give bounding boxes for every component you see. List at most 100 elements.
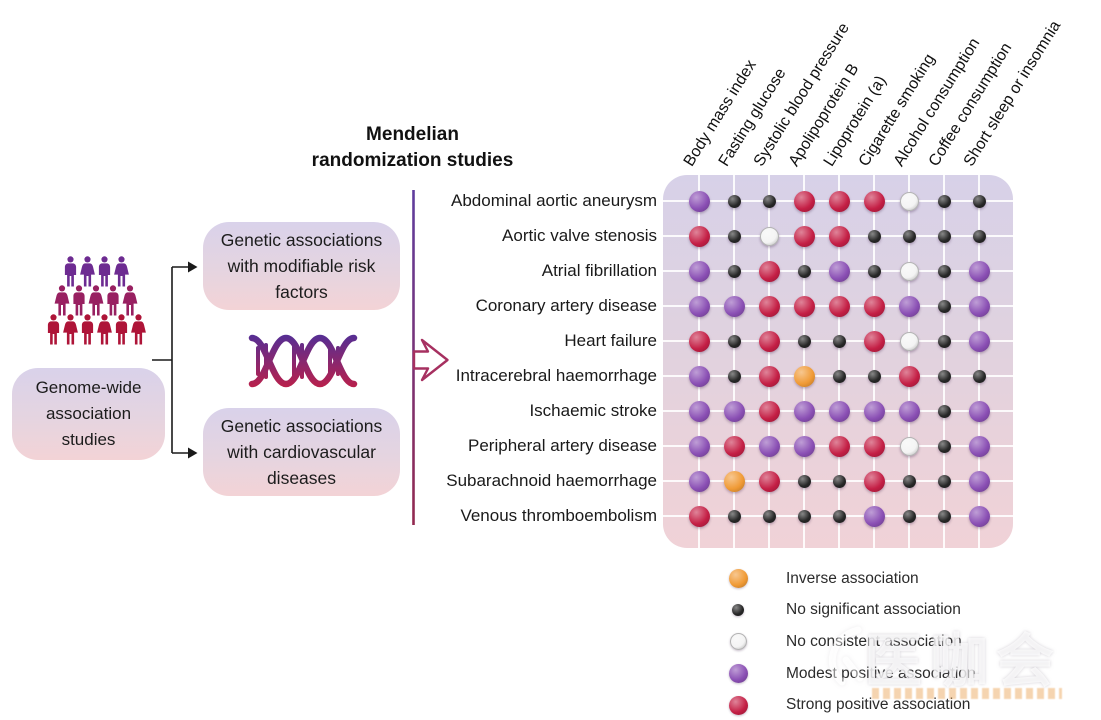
person-icon	[54, 285, 70, 316]
grid-line-vertical	[802, 175, 806, 548]
row-label: Heart failure	[564, 331, 657, 350]
legend-row: Modest positive association	[727, 658, 976, 690]
arrow-to-disease-box-icon	[188, 447, 198, 459]
dot-none	[867, 264, 881, 278]
dot-strong	[688, 225, 710, 247]
dot-none	[797, 509, 811, 523]
dot-modest	[968, 470, 990, 492]
row-label: Ischaemic stroke	[529, 401, 657, 420]
dot-modest	[688, 365, 710, 387]
dot-modest	[968, 330, 990, 352]
dot-none	[832, 474, 846, 488]
dot-none	[867, 229, 881, 243]
person-icon	[107, 285, 119, 316]
dot-modest	[723, 400, 745, 422]
gwas-box-label: Genome-wide association studies	[35, 378, 142, 449]
dot-strong	[688, 505, 710, 527]
dot-none	[937, 334, 951, 348]
dot-strong	[898, 365, 920, 387]
dot-modest	[688, 400, 710, 422]
dot-strong	[828, 435, 850, 457]
risk-associations-box: Genetic associations with modifiable ris…	[203, 222, 400, 310]
person-icon	[114, 256, 129, 287]
legend-dot-modest	[728, 664, 748, 684]
dot-strong	[793, 190, 815, 212]
dot-none	[972, 369, 986, 383]
dot-none	[937, 299, 951, 313]
legend-dot-cell	[727, 569, 749, 589]
person-icon	[64, 256, 77, 287]
person-icon	[73, 285, 85, 316]
grid-line-vertical	[977, 175, 981, 548]
grid-line-vertical	[872, 175, 876, 548]
dot-strong	[828, 190, 850, 212]
grid-line-vertical	[697, 175, 701, 548]
dot-none	[727, 509, 741, 523]
dot-inverse	[723, 470, 745, 492]
row-label: Coronary artery disease	[475, 296, 657, 315]
dot-none	[937, 439, 951, 453]
dot-strong	[688, 330, 710, 352]
dot-none	[937, 474, 951, 488]
row-label: Peripheral artery disease	[468, 436, 657, 455]
dot-none	[972, 194, 986, 208]
dot-none	[832, 369, 846, 383]
crowd-row	[45, 314, 147, 347]
dot-inconsistent	[759, 226, 779, 246]
dot-none	[937, 369, 951, 383]
dot-strong	[758, 295, 780, 317]
dot-modest	[688, 190, 710, 212]
dot-none	[727, 264, 741, 278]
dot-none	[902, 474, 916, 488]
dot-modest	[828, 400, 850, 422]
row-label: Intracerebral haemorrhage	[455, 366, 657, 385]
dot-modest	[758, 435, 780, 457]
legend-label: Inverse association	[786, 569, 919, 587]
person-icon	[47, 314, 60, 345]
dot-strong	[863, 330, 885, 352]
dot-strong	[863, 190, 885, 212]
row-label: Subarachnoid haemorrhage	[446, 471, 657, 490]
dot-strong	[758, 365, 780, 387]
dot-modest	[688, 470, 710, 492]
legend-dot-strong	[728, 695, 748, 715]
dot-inconsistent	[899, 331, 919, 351]
dot-modest	[968, 435, 990, 457]
grid-line-vertical	[837, 175, 841, 548]
dot-strong	[758, 260, 780, 282]
figure-title-line2: randomization studies	[311, 150, 514, 171]
crowd-row	[54, 285, 139, 318]
dot-inverse	[793, 365, 815, 387]
dot-strong	[758, 470, 780, 492]
dot-strong	[828, 225, 850, 247]
row-label: Abdominal aortic aneurysm	[451, 191, 657, 210]
legend-row: Inverse association	[727, 563, 976, 595]
person-icon	[98, 256, 111, 287]
legend-dot-cell	[727, 664, 749, 684]
dot-none	[902, 509, 916, 523]
legend-label: No significant association	[786, 601, 961, 619]
dot-strong	[723, 435, 745, 457]
dot-strong	[863, 435, 885, 457]
crowd-row	[62, 256, 130, 289]
dot-modest	[968, 260, 990, 282]
gwas-box: Genome-wide association studies	[12, 368, 165, 460]
legend-row: No significant association	[727, 595, 976, 627]
grid-line-vertical	[767, 175, 771, 548]
dot-none	[797, 474, 811, 488]
dot-none	[902, 229, 916, 243]
dot-modest	[968, 295, 990, 317]
person-icon	[122, 285, 138, 316]
person-icon	[131, 314, 146, 345]
dot-none	[797, 334, 811, 348]
dot-modest	[793, 435, 815, 457]
dot-strong	[863, 295, 885, 317]
risk-associations-label: Genetic associations with modifiable ris…	[220, 230, 383, 302]
dna-helix-icon	[248, 334, 358, 388]
dot-none	[937, 194, 951, 208]
dot-inconsistent	[899, 436, 919, 456]
row-label: Venous thromboembolism	[460, 506, 657, 525]
row-label: Atrial fibrillation	[541, 261, 657, 280]
grid-line-vertical	[732, 175, 736, 548]
